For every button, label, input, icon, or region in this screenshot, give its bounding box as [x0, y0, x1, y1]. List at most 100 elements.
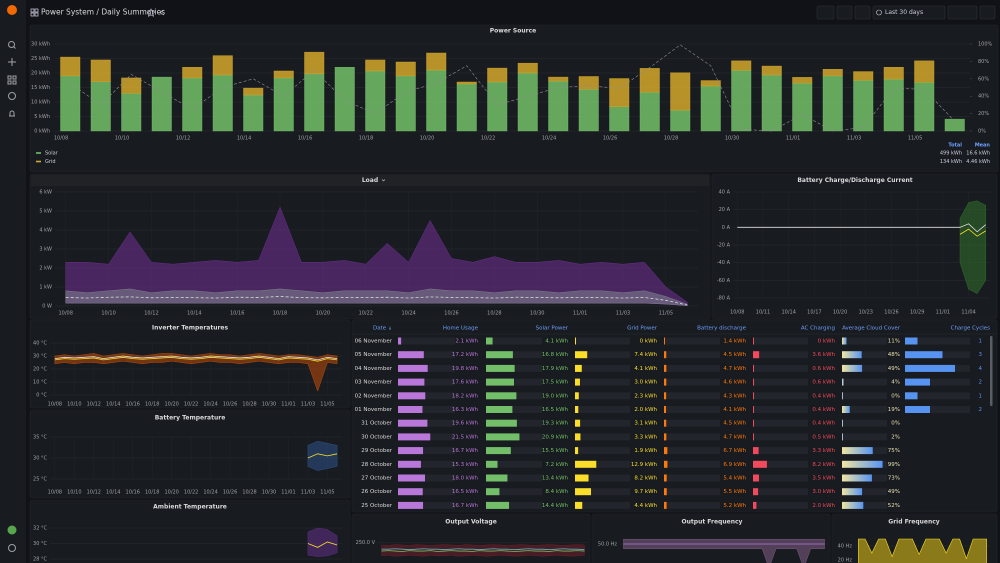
y-tick-label: 30 kWh: [31, 42, 50, 48]
gauge-track: [486, 460, 542, 468]
bar-segment: [487, 81, 508, 132]
help-icon[interactable]: [8, 544, 16, 552]
x-tick-label: 10/30: [530, 311, 544, 317]
x-tick-label: 10/08: [54, 136, 68, 142]
gauge-bar: [905, 364, 955, 372]
cell-value: 52%: [888, 503, 900, 509]
bar-segment: [365, 70, 386, 132]
time-picker[interactable]: [872, 5, 946, 20]
x-tick-label: 10/18: [145, 490, 159, 496]
panel-title: Battery Charge/Discharge Current: [797, 177, 912, 184]
bar-segment: [151, 76, 172, 132]
cell-value: 3: [979, 352, 983, 358]
gauge-bar: [575, 501, 583, 509]
x-tick-label: 10/22: [359, 311, 373, 317]
star-icon[interactable]: [146, 8, 156, 17]
gauge-bar: [753, 488, 759, 496]
bar-segment: [883, 66, 904, 80]
cell-value: 4.1 kWh: [723, 407, 746, 413]
gauge-bar: [398, 406, 423, 413]
column-header: Average Cloud Cover: [842, 326, 901, 332]
x-tick-label: 10/12: [176, 136, 190, 142]
x-tick-label: 10/14: [106, 490, 120, 496]
cell-value: 5.5 kWh: [723, 489, 746, 495]
y-tick-label: 250.0 V: [356, 540, 376, 546]
search-icon[interactable]: [8, 41, 15, 48]
x-tick-label: 10/23: [859, 310, 873, 316]
scrollbar[interactable]: [990, 336, 993, 406]
x-tick-label: 11/05: [320, 490, 334, 496]
gauge-track: [753, 378, 808, 386]
gauge-bar: [398, 392, 426, 400]
bar-segment: [853, 80, 874, 132]
gauge-bar: [486, 501, 510, 509]
gauge-track: [753, 337, 808, 345]
share-icon[interactable]: [159, 9, 165, 16]
alerting-icon[interactable]: [9, 110, 15, 117]
cell-value: 17.6 kWh: [452, 380, 479, 386]
gauge-bar: [398, 337, 402, 345]
gauge-track: [664, 460, 720, 468]
gauge-track: [753, 433, 808, 441]
cell-value: 3.3 kWh: [812, 448, 835, 454]
bar-segment: [121, 77, 142, 94]
cell-value: 0.4 kWh: [812, 421, 835, 427]
gauge-track: [842, 501, 887, 509]
band: [959, 200, 986, 294]
bar-segment: [456, 83, 477, 132]
y2-tick-label: 60%: [978, 76, 989, 82]
add-panel-button[interactable]: [816, 5, 835, 20]
add-icon[interactable]: [8, 58, 16, 66]
explore-icon[interactable]: [8, 92, 16, 100]
cell-value: 4.4 kWh: [634, 503, 657, 509]
gauge-track: [905, 392, 970, 400]
y-tick-label: 0 W: [42, 304, 52, 310]
bar-segment: [822, 75, 843, 132]
cell-value: 6.9 kWh: [723, 462, 746, 468]
cell-value: 75%: [888, 448, 900, 454]
area: [858, 538, 987, 563]
panel-title: Power Source: [490, 28, 536, 35]
tv-mode-button[interactable]: [979, 5, 996, 20]
legend-header: Total: [948, 143, 962, 149]
x-tick-label: 10/29: [910, 310, 924, 316]
gauge-track: [842, 433, 887, 441]
gauge-track: [664, 433, 720, 441]
user-avatar[interactable]: [7, 525, 17, 535]
settings-button[interactable]: [854, 5, 871, 20]
refresh-button[interactable]: [947, 5, 978, 20]
y-tick-label: 6 kW: [39, 190, 52, 196]
gauge-bar: [486, 406, 513, 413]
gauge-bar: [664, 406, 667, 413]
y-tick-label: -40 A: [717, 260, 731, 266]
row-date: 29 October: [361, 448, 392, 454]
cell-value: 73%: [888, 476, 900, 482]
save-button[interactable]: [836, 5, 853, 20]
y-tick-label: 25 °C: [33, 477, 47, 483]
gauge-track: [905, 378, 970, 386]
y-tick-label: 30 °C: [33, 541, 47, 547]
gauge-bar: [398, 433, 431, 441]
title-chevron: [381, 179, 386, 182]
gauge-track: [575, 488, 630, 496]
clock-icon: [876, 9, 882, 16]
cell-value: 3.0 kWh: [812, 489, 835, 495]
series-line: [307, 541, 338, 548]
x-tick-label: 10/16: [298, 136, 312, 142]
bar-segment: [273, 77, 294, 132]
gauge-bar: [753, 474, 759, 482]
dashboards-icon[interactable]: [7, 75, 17, 85]
cell-value: 16.7 kWh: [452, 448, 479, 454]
gauge-bar: [575, 460, 597, 468]
gauge-track: [398, 460, 455, 468]
x-tick-label: 10/10: [115, 136, 129, 142]
series-line: [65, 296, 688, 306]
gauge-bar: [486, 378, 514, 386]
time-range[interactable]: Last 30 days: [885, 9, 923, 16]
logo[interactable]: [7, 5, 17, 15]
cell-value: 3.0 kWh: [634, 380, 657, 386]
cell-value: 4.5 kWh: [723, 421, 746, 427]
x-tick-label: 10/26: [444, 311, 458, 317]
toolbar: [816, 5, 996, 20]
